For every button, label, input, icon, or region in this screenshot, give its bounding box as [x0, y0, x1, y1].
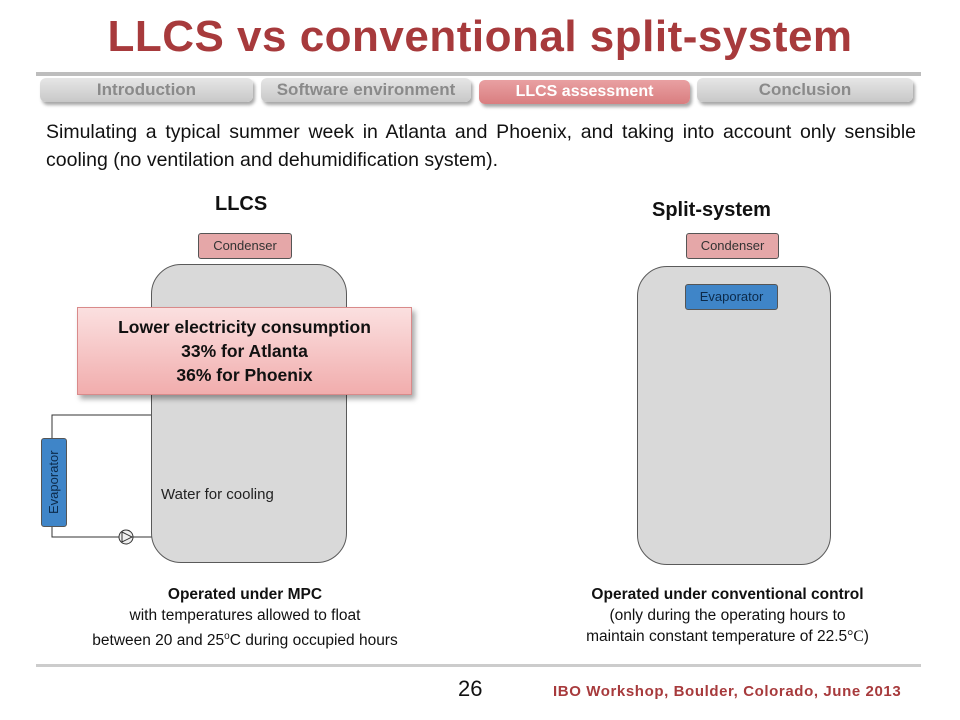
llcs-heading: LLCS — [215, 193, 268, 215]
tab-introduction[interactable]: Introduction — [40, 78, 253, 102]
intro-text: Simulating a typical summer week in Atla… — [46, 121, 916, 171]
top-divider — [36, 72, 921, 76]
split-caption-line-3: maintain constant temperature of 22.5°C) — [586, 628, 869, 645]
split-evaporator: Evaporator — [685, 284, 778, 310]
tab-conclusion[interactable]: Conclusion — [697, 78, 913, 102]
llcs-caption-title: Operated under MPC — [167, 586, 323, 603]
split-caption-line-2: (only during the operating hours to — [609, 607, 846, 624]
callout-line-1: Lower electricity consumption — [118, 317, 371, 337]
llcs-caption-line-3: between 20 and 25oC during occupied hour… — [92, 631, 398, 650]
llcs-evaporator-label: Evaporator — [46, 450, 61, 515]
llcs-caption-line-2: with temperatures allowed to float — [129, 607, 361, 624]
callout-line-2: 33% for Atlanta — [181, 341, 308, 361]
bottom-divider — [36, 664, 921, 667]
pump-icon — [118, 529, 134, 545]
callout-line-3: 36% for Phoenix — [176, 365, 313, 385]
split-tank — [637, 266, 831, 565]
tab-software-environment[interactable]: Software environment — [261, 78, 471, 102]
footer-event: IBO Workshop, Boulder, Colorado, June 20… — [553, 683, 902, 700]
llcs-condenser: Condenser — [198, 233, 292, 259]
llcs-evaporator: Evaporator — [41, 438, 67, 527]
split-heading: Split-system — [652, 199, 771, 221]
split-caption: Operated under conventional control (onl… — [520, 584, 935, 647]
split-condenser: Condenser — [686, 233, 779, 259]
llcs-caption: Operated under MPC with temperatures all… — [30, 584, 460, 651]
tab-llcs-assessment[interactable]: LLCS assessment — [479, 80, 690, 104]
slide-title: LLCS vs conventional split-system — [107, 12, 853, 61]
energy-savings-callout: Lower electricity consumption 33% for At… — [77, 307, 412, 395]
split-caption-title: Operated under conventional control — [591, 586, 864, 603]
page-number: 26 — [458, 676, 483, 701]
water-label: Water for cooling — [161, 486, 274, 503]
